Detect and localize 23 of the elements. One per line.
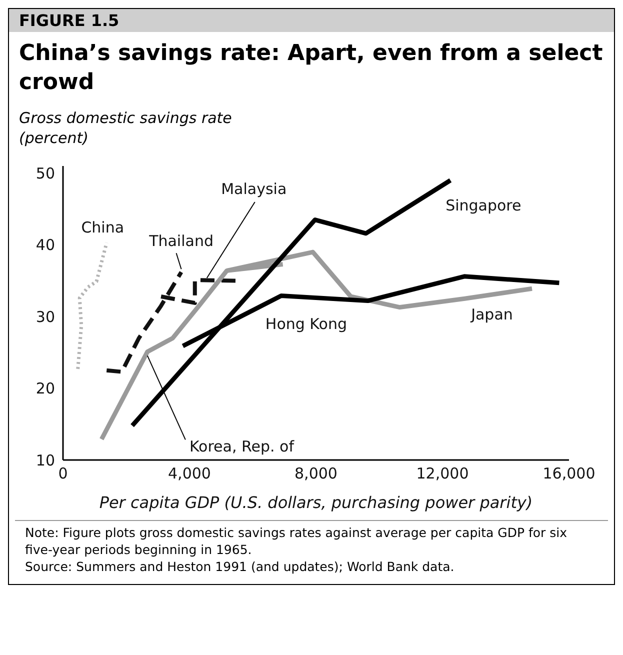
y-tick-label: 50 [36, 164, 55, 183]
text: Note: Figure plots gross domestic savings rates against average per capita GDP for six five-year periods beginning in 1965. [25, 525, 568, 559]
x-tick-label: 4,000 [168, 464, 211, 483]
series-label: Hong Kong [265, 314, 347, 333]
text: Korea, Rep. of [189, 438, 295, 456]
source-note: Source: Summers and Heston 1991 (and updates); World Bank data. [25, 558, 456, 576]
y-tick-label: 10 [36, 452, 55, 470]
chart-title: China’s savings rate: Apart, even from a select crowd [18, 40, 604, 97]
text: Malaysia [221, 180, 287, 198]
caption: FIGURE 1.5 [9, 9, 614, 32]
y-tick-label: 20 [36, 380, 55, 398]
series-label: China [81, 218, 124, 237]
y-tick-label: 40 [36, 236, 55, 254]
x-axis-title: Per capita GDP (U.S. dollars, purchasing power parity) [99, 493, 533, 512]
y-tick-label: 30 [36, 308, 55, 326]
series-label: Japan [470, 306, 513, 324]
series-label: Singapore [446, 196, 522, 215]
x-tick-label: 8,000 [294, 464, 338, 483]
x-tick-label: 0 [58, 464, 68, 483]
y-axis-title: Gross domestic savings rate (percent) [18, 108, 233, 148]
x-tick-label: 12,000 [416, 464, 469, 483]
x-tick-label: 16,000 [542, 464, 596, 483]
text: Thailand [148, 232, 214, 250]
